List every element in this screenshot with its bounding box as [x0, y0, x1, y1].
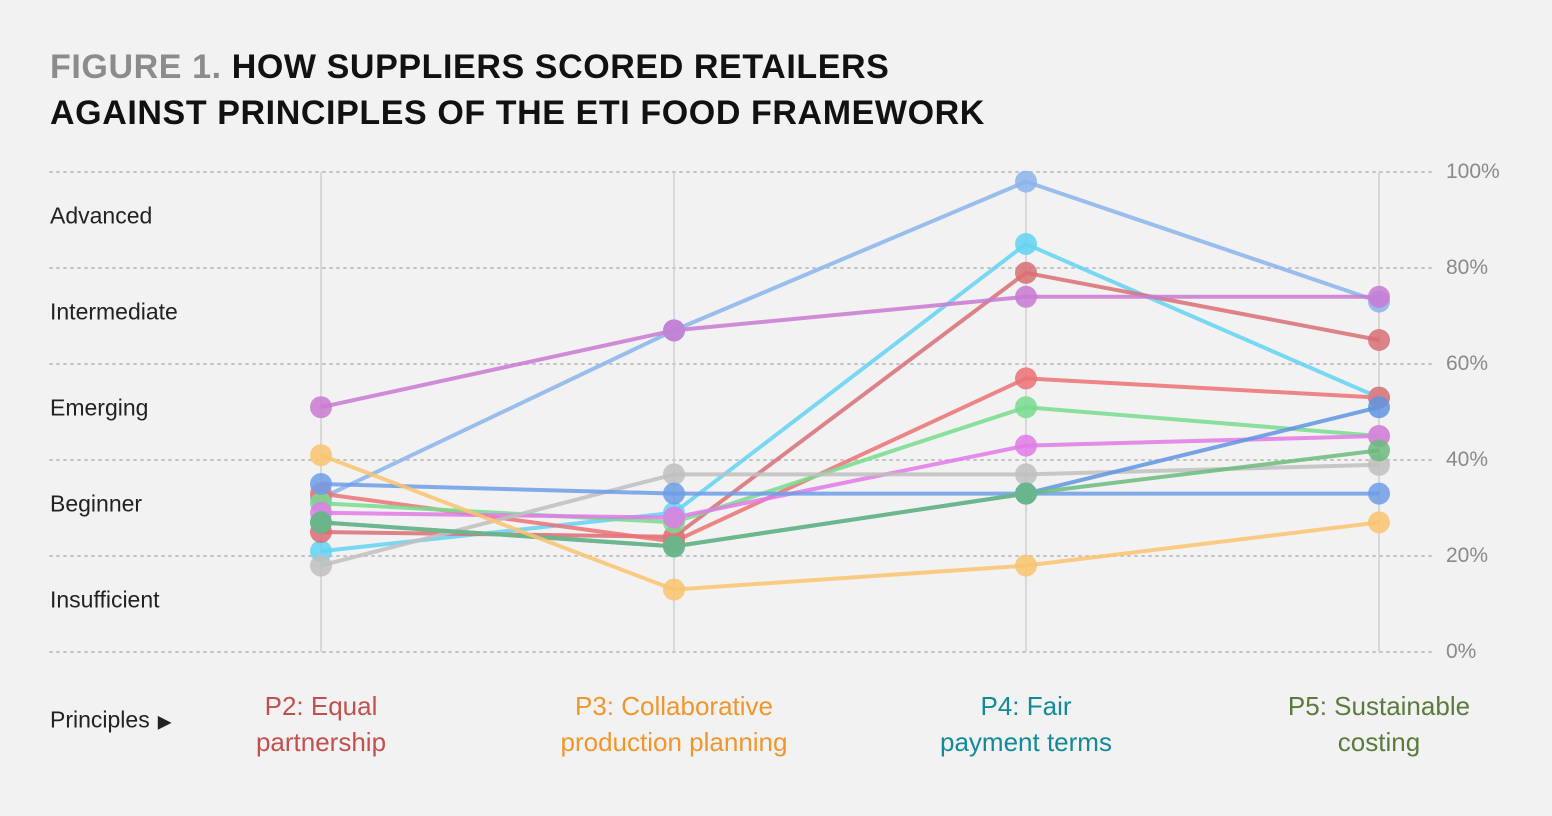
category-label-line1: P4: Fair [980, 691, 1072, 721]
data-point [663, 463, 685, 486]
data-point [663, 578, 685, 601]
category-label-line2: production planning [560, 727, 788, 757]
level-label-intermediate: Intermediate [50, 298, 178, 325]
category-label-line1: P2: Equal [264, 691, 378, 721]
figure-prefix: FIGURE 1. [50, 48, 222, 86]
data-point [1015, 170, 1037, 193]
level-label-beginner: Beginner [50, 490, 143, 517]
data-point [1015, 367, 1037, 390]
title-text-2: AGAINST PRINCIPLES OF THE ETI FOOD FRAME… [50, 94, 985, 132]
data-point [1368, 285, 1390, 308]
category-label-line1: P3: Collaborative [575, 691, 773, 721]
data-point [1015, 261, 1037, 284]
data-point [1015, 554, 1037, 577]
horizontal-gridlines [49, 171, 1433, 653]
category-label-line1: P5: Sustainable [1287, 691, 1471, 721]
play-arrow-icon: ▶ [157, 711, 172, 732]
data-point [310, 396, 332, 419]
series-line [320, 294, 1379, 410]
data-point [1368, 482, 1390, 505]
y-tick-label: 20% [1446, 544, 1489, 567]
category-gridlines [320, 172, 1380, 652]
series-line [320, 482, 1379, 496]
series-line [320, 179, 1380, 501]
category-label-p5: P5: Sustainable costing [1219, 688, 1539, 760]
data-point [310, 554, 332, 577]
series-line [320, 376, 1380, 544]
series-line [320, 462, 1380, 568]
title-text-1: HOW SUPPLIERS SCORED RETAILERS [231, 48, 890, 86]
data-point [663, 482, 685, 505]
data-point [663, 319, 685, 342]
y-tick-label: 80% [1446, 256, 1489, 279]
level-label-emerging: Emerging [50, 394, 149, 421]
category-label-p3: P3: Collaborative production planning [514, 688, 834, 760]
series-line [320, 448, 1380, 549]
data-point [1015, 285, 1037, 308]
data-point [1015, 233, 1037, 255]
category-label-p2: P2: Equal partnership [161, 688, 481, 760]
y-tick-label: 40% [1446, 448, 1489, 471]
data-point [663, 506, 685, 529]
y-tick-label: 60% [1446, 352, 1489, 375]
level-label-insufficient: Insufficient [50, 586, 160, 613]
principles-label-text: Principles [50, 706, 150, 733]
category-label-line2: payment terms [940, 727, 1112, 757]
data-point [663, 535, 685, 558]
y-tick-label: 0% [1446, 640, 1477, 663]
series-line [320, 434, 1380, 520]
data-point [1015, 482, 1037, 505]
level-label-advanced: Advanced [50, 202, 153, 229]
category-label-p4: P4: Fair payment terms [866, 688, 1186, 760]
series-line [320, 453, 1380, 592]
figure-title: FIGURE 1. HOW SUPPLIERS SCORED RETAILERS… [50, 44, 985, 136]
series-points [310, 170, 1390, 601]
category-label-line2: costing [1337, 727, 1421, 757]
y-tick-label: 100% [1446, 160, 1500, 183]
category-label-line2: partnership [255, 727, 387, 757]
data-point [310, 511, 332, 534]
data-point [1015, 396, 1037, 419]
data-point [310, 473, 332, 495]
principles-axis-label: Principles ▶ [50, 707, 172, 734]
data-point [1368, 396, 1390, 419]
title-line-1: FIGURE 1. HOW SUPPLIERS SCORED RETAILERS [50, 44, 985, 90]
series-line [320, 242, 1380, 554]
data-point [1015, 463, 1037, 486]
series-lines [320, 179, 1380, 592]
data-point [1368, 439, 1390, 462]
data-point [1015, 434, 1037, 457]
data-point [1368, 511, 1390, 534]
series-line [320, 405, 1380, 525]
data-point [1368, 329, 1390, 351]
data-point [310, 444, 332, 467]
